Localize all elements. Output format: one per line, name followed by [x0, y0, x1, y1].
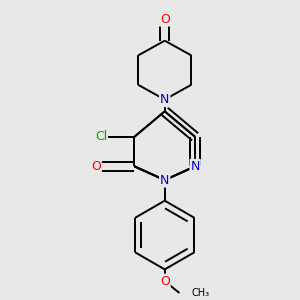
Text: O: O	[160, 13, 170, 26]
Text: N: N	[160, 93, 169, 106]
Text: CH₃: CH₃	[191, 288, 209, 298]
Text: Cl: Cl	[95, 130, 107, 143]
Text: O: O	[160, 275, 170, 288]
Text: O: O	[91, 160, 101, 173]
Text: N: N	[160, 174, 169, 187]
Text: N: N	[190, 160, 200, 173]
